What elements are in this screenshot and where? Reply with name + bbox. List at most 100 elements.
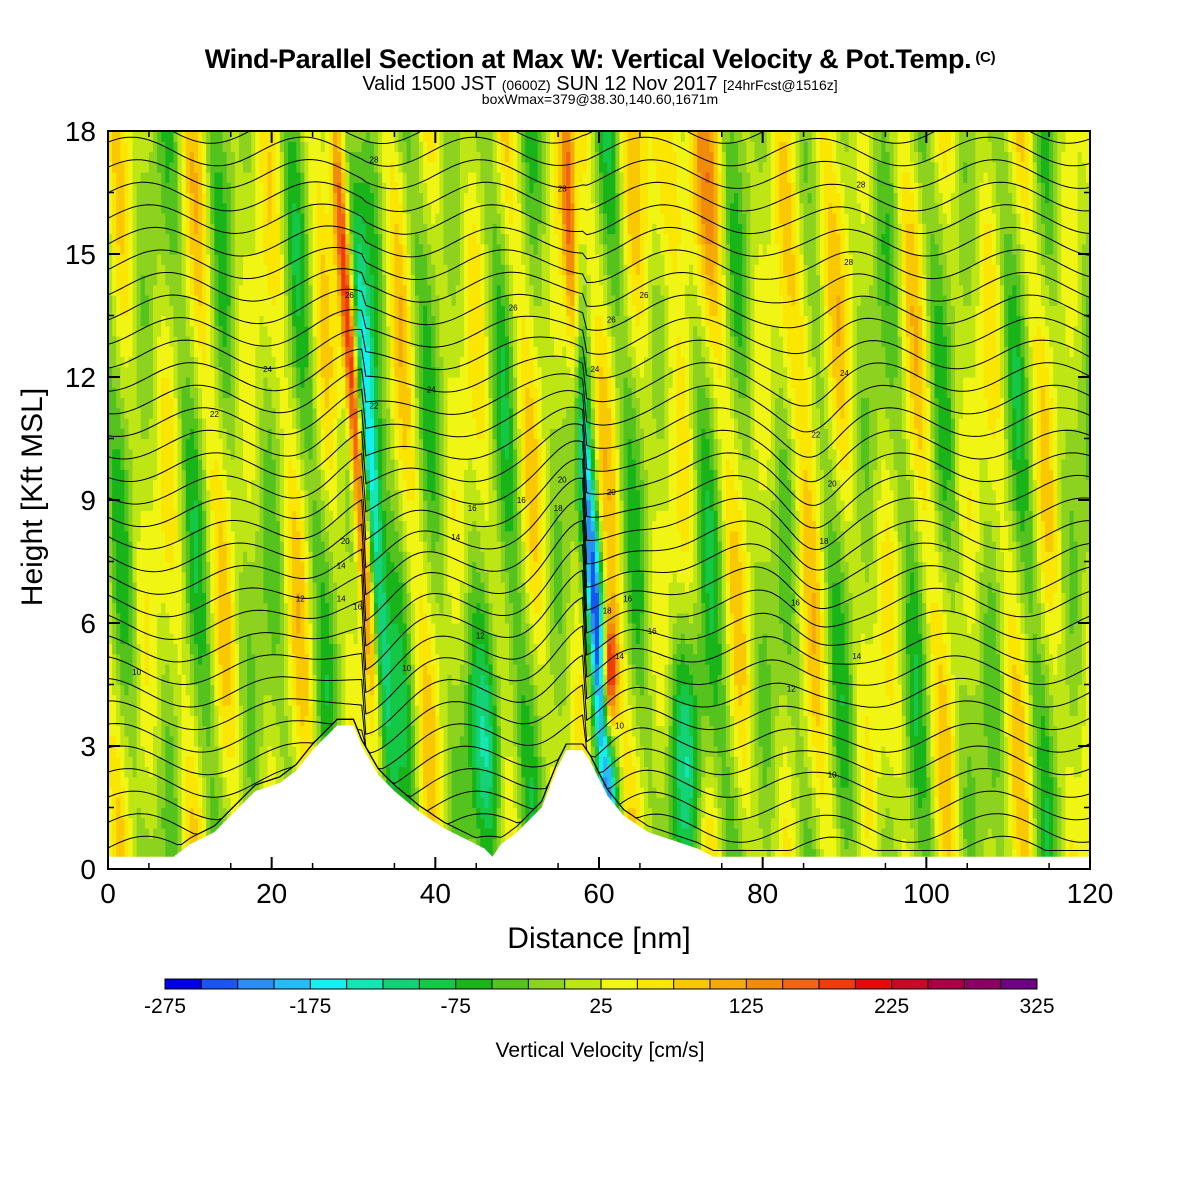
contour-label: 28: [558, 184, 567, 193]
colorbar-swatch: [964, 979, 1002, 989]
contour-label: 18: [603, 607, 612, 616]
colorbar-tick-label: 25: [589, 995, 612, 1018]
colorbar-swatch: [492, 979, 529, 989]
contour-label: 20: [558, 476, 567, 485]
contour-label: 26: [607, 316, 616, 325]
colorbar-swatch: [855, 979, 893, 989]
velocity-field: [108, 131, 1090, 869]
contour-label: 14: [337, 594, 346, 603]
chart-title: Wind-Parallel Section at Max W: Vertical…: [204, 44, 996, 74]
x-tick-label: 40: [420, 878, 451, 909]
chart-subtitle: Valid 1500 JST (0600Z) SUN 12 Nov 2017 […: [0, 73, 1200, 96]
x-tick-label: 100: [903, 878, 950, 909]
contour-label: 28: [370, 156, 379, 165]
copyright-mark: (C): [975, 49, 996, 66]
y-tick-label: 0: [80, 854, 96, 885]
contour-label: 10: [132, 668, 141, 677]
colorbar-swatch: [782, 979, 820, 989]
contour-label: 20: [828, 480, 837, 489]
y-tick-label: 9: [80, 485, 96, 516]
x-tick-label: 20: [256, 878, 287, 909]
contour-label: 10: [828, 771, 837, 780]
colorbar-tick-label: 325: [1019, 995, 1054, 1018]
x-tick-label: 0: [100, 878, 116, 909]
axes: 0 20 40 60 80 100 120 0 3 6 9 12 15 18 Distance [nm] He…: [16, 116, 1113, 955]
x-tick-label: 120: [1067, 878, 1114, 909]
utc-time: (0600Z): [501, 77, 551, 93]
contour-label: 28: [844, 258, 853, 267]
contour-label: 24: [840, 369, 849, 378]
colorbar-swatch: [564, 979, 602, 989]
contour-label: 24: [263, 365, 272, 374]
box-wmax-line: boxWmax=379@38.30,140.60,1671m: [481, 91, 719, 107]
colorbar-swatch: [1000, 979, 1038, 989]
y-tick-label: 6: [80, 608, 96, 639]
colorbar-swatch: [928, 979, 965, 989]
colorbar-swatch: [237, 979, 275, 989]
contour-label: 10: [615, 722, 624, 731]
y-tick-label: 12: [65, 362, 96, 393]
colorbar-swatch: [673, 979, 711, 989]
theta-contours: [108, 131, 1090, 851]
contour-label: 14: [852, 652, 861, 661]
contour-label: 10: [402, 664, 411, 673]
contour-label: 12: [476, 631, 485, 640]
x-tick-label: 60: [583, 878, 614, 909]
colorbar-swatch: [455, 979, 493, 989]
contour-label: 18: [820, 537, 829, 546]
colorbar-label: Vertical Velocity [cm/s]: [496, 1039, 705, 1062]
contour-label: 14: [615, 652, 624, 661]
colorbar-tick-label: -175: [289, 995, 331, 1018]
colorbar-swatch: [346, 979, 384, 989]
contour-label: 16: [517, 496, 526, 505]
y-tick-label: 3: [80, 731, 96, 762]
colorbar-swatch: [383, 979, 420, 989]
colorbar-swatch: [746, 979, 784, 989]
colorbar-swatch: [165, 979, 202, 989]
colorbar-swatch: [819, 979, 856, 989]
y-tick-label: 15: [65, 239, 96, 270]
contour-label: 16: [468, 504, 477, 513]
contour-label: 26: [509, 303, 518, 312]
contour-label: 26: [345, 291, 354, 300]
colorbar-swatch: [637, 979, 675, 989]
y-tick-label: 18: [65, 116, 96, 147]
contour-label: 22: [811, 430, 820, 439]
contour-label: 20: [341, 537, 350, 546]
y-axis-label: Height [Kft MSL]: [16, 388, 49, 606]
colorbar-tick-label: -275: [144, 995, 186, 1018]
valid-time: Valid 1500 JST: [362, 73, 497, 95]
contour-label: 28: [856, 180, 865, 189]
colorbar-tick-label: 225: [874, 995, 909, 1018]
colorbar-swatch: [419, 979, 457, 989]
contour-label: 20: [607, 488, 616, 497]
contour-label: 12: [787, 685, 796, 694]
colorbar-frame: [164, 978, 1038, 990]
valid-date: SUN 12 Nov 2017: [556, 73, 718, 95]
contour-label: 26: [640, 291, 649, 300]
forecast-info: [24hrFcst@1516z]: [723, 77, 838, 93]
contour-label: 16: [648, 627, 657, 636]
colorbar-swatch: [310, 979, 348, 989]
colorbar-swatch: [274, 979, 311, 989]
contour-label: 22: [370, 402, 379, 411]
contour-label: 16: [791, 599, 800, 608]
terrain: [108, 725, 1090, 869]
contour-labels: 10 10 10 10 12 12 12 14 14 14 14 14 16 16 16 16 16 16 18 18…: [132, 156, 866, 780]
colorbar-swatch: [891, 979, 929, 989]
contour-label: 12: [296, 594, 305, 603]
contour-label: 16: [623, 594, 632, 603]
contour-label: 24: [427, 385, 436, 394]
colorbar: -275 -175 -75 25 125 225 325 Vertical Velocity …: [144, 978, 1055, 1062]
contour-label: 16: [353, 603, 362, 612]
colorbar-tick-label: -75: [441, 995, 471, 1018]
contour-label: 18: [554, 504, 563, 513]
colorbar-swatch: [710, 979, 747, 989]
contour-label: 22: [210, 410, 219, 419]
contour-label: 14: [337, 562, 346, 571]
colorbar-swatch: [201, 979, 239, 989]
x-axis-label: Distance [nm]: [507, 922, 690, 955]
colorbar-swatch: [601, 979, 638, 989]
contour-label: 24: [590, 365, 599, 374]
